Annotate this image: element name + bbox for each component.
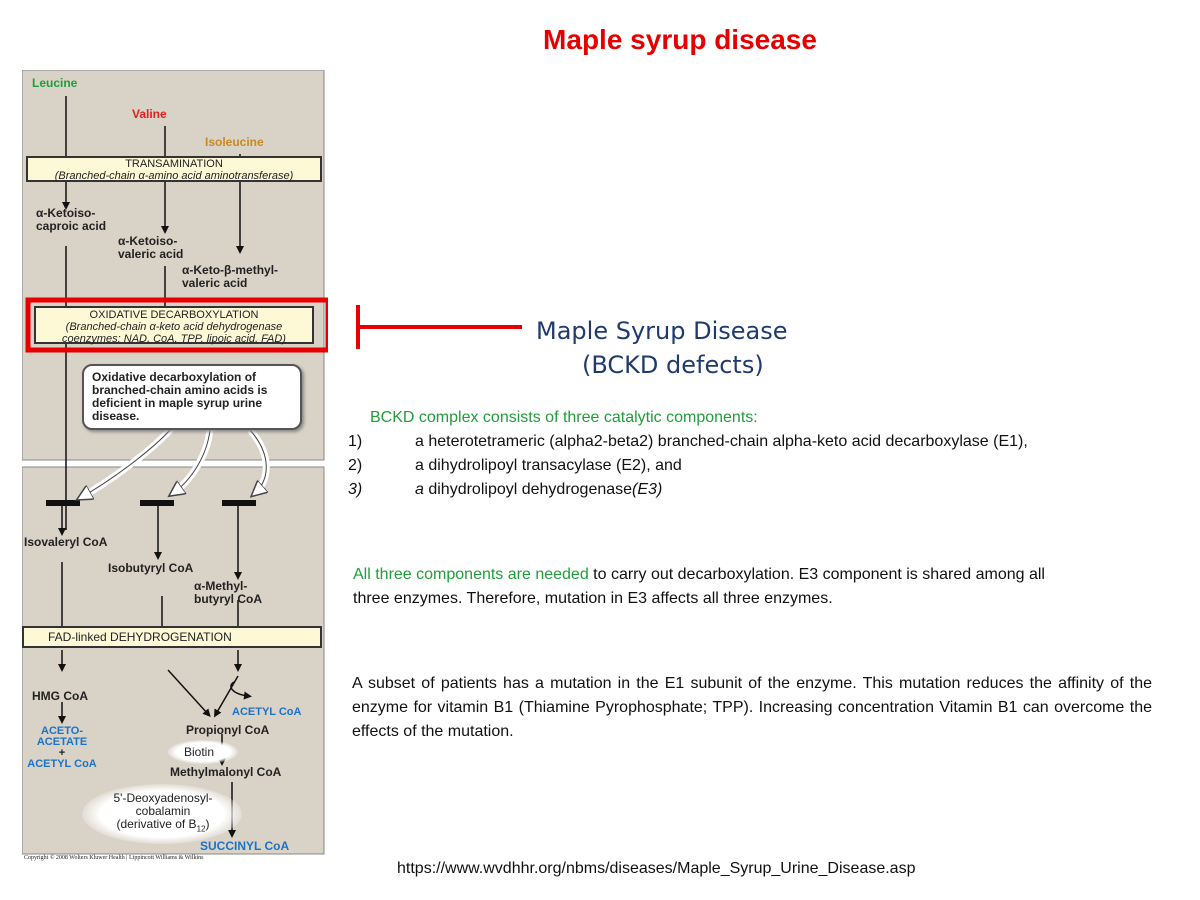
isovaleryl-coa: Isovaleryl CoA bbox=[24, 535, 108, 549]
keto-acid-2: α-Ketoiso- valeric acid bbox=[118, 235, 183, 261]
source-url[interactable]: https://www.wvdhhr.org/nbms/diseases/Map… bbox=[397, 860, 916, 877]
transamination-box: TRANSAMINATION (Branched-chain α-amino a… bbox=[26, 156, 322, 182]
msd-heading: Maple Syrup Disease (BCKD defects) bbox=[536, 314, 787, 382]
decarboxylation-box: OXIDATIVE DECARBOXYLATION (Branched-chai… bbox=[34, 306, 314, 345]
acetoacetate-plus: + bbox=[58, 747, 66, 759]
acetyl-coa-label: ACETYL CoA bbox=[232, 706, 302, 718]
decarboxylation-enzyme: (Branched-chain α-keto acid dehydrogenas… bbox=[65, 321, 283, 333]
components-paragraph: All three components are needed to carry… bbox=[353, 563, 1073, 611]
bckd-item-1-text: a heterotetrameric (alpha2-beta2) branch… bbox=[415, 433, 1028, 450]
cofactor-line1: 5'-Deoxyadenosyl- bbox=[113, 791, 213, 805]
leucine-label: Leucine bbox=[32, 76, 78, 90]
decarboxylation-coenzymes: coenzymes: NAD, CoA, TPP, lipoic acid, F… bbox=[62, 333, 286, 345]
pointer-bracket bbox=[356, 305, 522, 349]
keto-acid-2-line2: valeric acid bbox=[118, 247, 184, 261]
keto-acid-1: α-Ketoiso- caproic acid bbox=[36, 207, 106, 233]
isobutyryl-coa: Isobutyryl CoA bbox=[108, 561, 194, 575]
keto-acid-3: α-Keto-β-methyl- valeric acid bbox=[182, 264, 278, 290]
callout-box: Oxidative decarboxylation of branched-ch… bbox=[82, 364, 302, 430]
methylmalonyl-coa: Methylmalonyl CoA bbox=[170, 765, 282, 779]
arrow-methylbutyryl-to-propionyl bbox=[213, 675, 239, 718]
biotin-label: Biotin bbox=[184, 745, 215, 759]
valine-label: Valine bbox=[132, 107, 167, 121]
bckd-item-3-a: a bbox=[415, 481, 424, 498]
bckd-item-2-text: a dihydrolipoyl transacylase (E2), and bbox=[415, 457, 682, 474]
decarboxylation-highlight bbox=[25, 297, 328, 353]
bckd-item-1: 1) a heterotetrameric (alpha2-beta2) bra… bbox=[343, 430, 1103, 454]
propionyl-coa: Propionyl CoA bbox=[186, 723, 270, 737]
bckd-item-3-num: 3) bbox=[348, 481, 363, 498]
keto-acid-3-line1: α-Keto-β-methyl- bbox=[182, 263, 279, 277]
keto-acid-1-line2: caproic acid bbox=[36, 219, 107, 233]
bckd-item-1-num: 1) bbox=[348, 433, 363, 450]
block-bar-2 bbox=[140, 500, 174, 506]
components-paragraph-text: to carry out decarboxylation. E3 compone… bbox=[353, 566, 1045, 607]
arrow-to-acetyl-coa bbox=[230, 681, 252, 700]
bckd-intro: BCKD complex consists of three catalytic… bbox=[370, 409, 758, 426]
isoleucine-label: Isoleucine bbox=[205, 135, 264, 149]
msd-heading-line2: (BCKD defects) bbox=[582, 351, 764, 379]
keto-acid-3-line2: valeric acid bbox=[182, 276, 248, 290]
cobalamin-cofactor: 5'-Deoxyadenosyl- cobalamin (derivative … bbox=[98, 792, 228, 835]
methylbutyryl-line1: α-Methyl- bbox=[194, 579, 248, 593]
acetoacetate-line1: ACETO- bbox=[41, 725, 83, 737]
bckd-item-2: 2) a dihydrolipoyl transacylase (E2), an… bbox=[343, 454, 1103, 478]
decarboxylation-title: OXIDATIVE DECARBOXYLATION bbox=[89, 309, 259, 321]
acetoacetate-block: ACETO- ACETATE + ACETYL CoA bbox=[24, 726, 100, 770]
bckd-item-2-num: 2) bbox=[348, 457, 363, 474]
cofactor-line3: (derivative of B12) bbox=[116, 817, 210, 834]
succinyl-coa: SUCCINYL CoA bbox=[200, 839, 290, 853]
bckd-item-3-e3: (E3) bbox=[632, 481, 663, 498]
hmg-coa: HMG CoA bbox=[32, 689, 88, 703]
keto-acid-2-line1: α-Ketoiso- bbox=[118, 234, 178, 248]
acetoacetate-acetyl: ACETYL CoA bbox=[27, 758, 97, 770]
keto-acid-1-line1: α-Ketoiso- bbox=[36, 206, 96, 220]
figure-copyright: Copyright © 2008 Wolters Kluwer Health |… bbox=[24, 855, 204, 861]
methylbutyryl-line2: butyryl CoA bbox=[194, 592, 263, 606]
e1-mutation-paragraph: A subset of patients has a mutation in t… bbox=[352, 675, 1152, 740]
pathway-figure: Leucine Valine Isoleucine TRANSAMINATION… bbox=[22, 70, 328, 856]
fad-dehydrogenation-box: FAD-linked DEHYDROGENATION bbox=[22, 626, 322, 648]
bckd-item-3: 3) a dihydrolipoyl dehydrogenase(E3) bbox=[343, 478, 1103, 502]
components-needed-highlight: All three components are needed bbox=[353, 566, 589, 583]
slide-title: Maple syrup disease bbox=[543, 24, 817, 55]
arrow-to-propionyl bbox=[167, 669, 211, 717]
methylbutyryl-coa: α-Methyl- butyryl CoA bbox=[194, 580, 262, 606]
block-bar-1 bbox=[46, 500, 80, 506]
bckd-item-3-text: dihydrolipoyl dehydrogenase bbox=[423, 481, 633, 498]
msd-heading-line1: Maple Syrup Disease bbox=[536, 317, 788, 345]
cofactor-line2: cobalamin bbox=[135, 804, 191, 818]
bckd-components: BCKD complex consists of three catalytic… bbox=[343, 406, 1103, 502]
block-bar-3 bbox=[222, 500, 256, 506]
acetoacetate-line2: ACETATE bbox=[36, 736, 88, 748]
transamination-title: TRANSAMINATION bbox=[125, 158, 223, 170]
transamination-enzyme: (Branched-chain α-amino acid aminotransf… bbox=[54, 170, 294, 182]
